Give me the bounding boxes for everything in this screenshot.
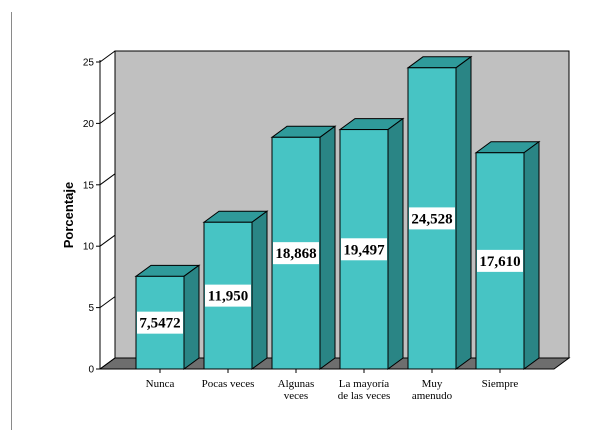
bar: 18,868 — [270, 125, 337, 370]
y-axis-label: Porcentaje — [61, 182, 76, 248]
x-axis: Nunca Pocas veces Algunas veces La mayoría de… — [100, 368, 554, 402]
x-tick-label: Muy amenudo — [412, 378, 453, 402]
bar: 11,950 — [202, 210, 269, 370]
data-label: 18,868 — [275, 246, 316, 262]
bar-side — [455, 55, 472, 370]
bar-side — [251, 210, 268, 370]
y-axis: 0 5 10 15 20 25 — [83, 50, 116, 376]
data-label: 19,497 — [343, 242, 385, 258]
y-tick-depth — [99, 357, 116, 370]
y-tick-label: 25 — [83, 58, 95, 69]
y-tick-label: 5 — [88, 303, 94, 314]
y-tick-depth — [99, 173, 116, 186]
data-label-box — [205, 284, 251, 307]
bar: 19,497 — [338, 117, 405, 370]
bars: 7,5472 11,950 18,868 19,497 24,528 17,610 — [134, 55, 541, 370]
y-tick-label: 0 — [88, 365, 94, 376]
y-tick-depth — [99, 50, 116, 63]
y-tick-label: 15 — [83, 180, 95, 191]
x-tick-label: La mayoría de las veces — [338, 378, 391, 402]
data-label: 11,950 — [208, 289, 248, 305]
data-label-box — [409, 207, 455, 230]
x-tick-label: Siempre — [482, 378, 519, 390]
y-tick-label: 10 — [83, 242, 95, 253]
data-label-box — [341, 238, 387, 261]
bar-side — [523, 140, 540, 370]
frame-border — [11, 12, 12, 430]
bar: 17,610 — [474, 140, 541, 370]
y-tick-depth — [99, 234, 116, 247]
x-tick-label: Pocas veces — [202, 378, 255, 390]
y-tick-label: 20 — [83, 119, 95, 130]
bar-side — [319, 125, 336, 370]
data-label: 24,528 — [411, 211, 452, 227]
bar-side — [387, 117, 404, 370]
data-label: 7,5472 — [139, 316, 180, 332]
data-label-box — [477, 249, 523, 272]
bar-side — [183, 264, 200, 370]
y-tick-depth — [99, 296, 116, 309]
bar: 24,528 — [406, 55, 473, 370]
data-label-box — [273, 242, 319, 265]
bar: 7,5472 — [134, 264, 201, 370]
data-label-box — [137, 311, 183, 334]
y-tick-depth — [99, 111, 116, 124]
data-label: 17,610 — [479, 254, 520, 270]
x-tick-label: Nunca — [146, 378, 175, 390]
x-tick-label: Algunas veces — [278, 378, 315, 402]
